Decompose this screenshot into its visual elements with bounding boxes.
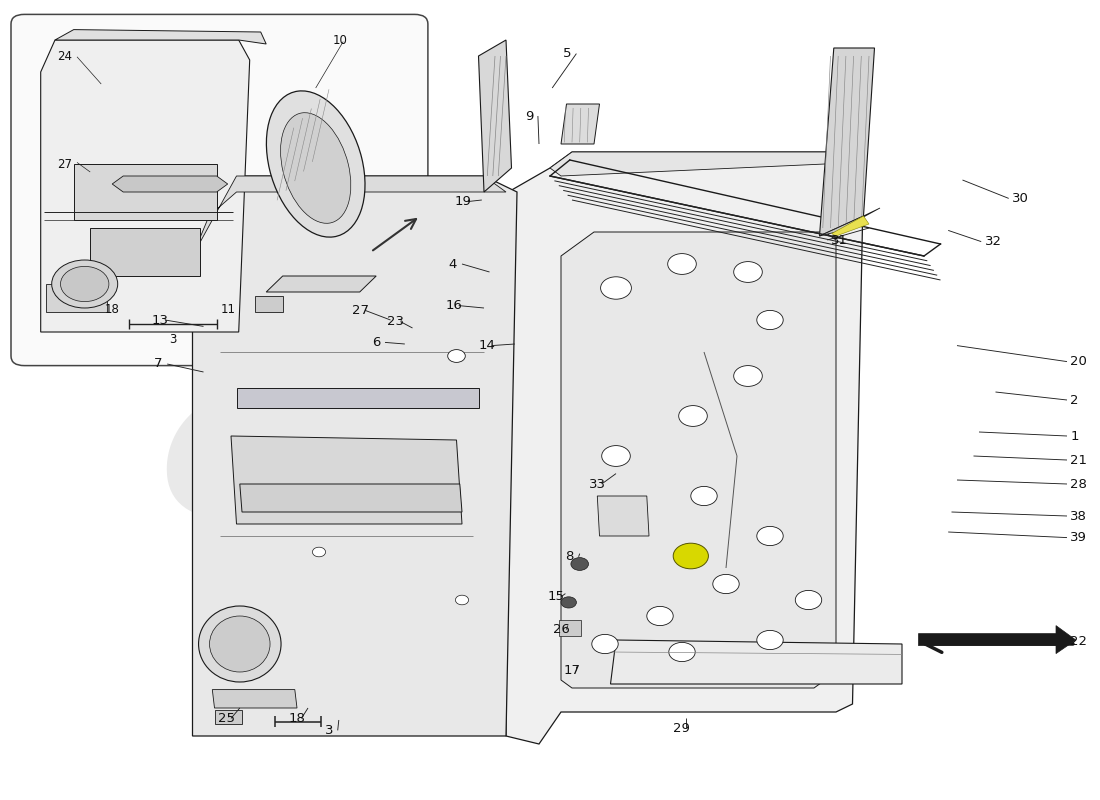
Polygon shape (212, 690, 297, 708)
Polygon shape (610, 640, 902, 684)
Polygon shape (506, 152, 864, 744)
Text: 19: 19 (454, 195, 471, 208)
Text: 3: 3 (324, 724, 333, 737)
Text: 2: 2 (1070, 394, 1079, 406)
Polygon shape (192, 176, 517, 736)
Polygon shape (561, 232, 836, 688)
Circle shape (592, 634, 618, 654)
Text: 26: 26 (553, 623, 570, 636)
Polygon shape (41, 40, 250, 332)
Polygon shape (112, 176, 228, 192)
Text: 18: 18 (288, 712, 305, 725)
Ellipse shape (280, 113, 351, 223)
Circle shape (713, 574, 739, 594)
Text: 15: 15 (548, 590, 564, 603)
Circle shape (795, 590, 822, 610)
Text: 4: 4 (449, 258, 458, 270)
FancyBboxPatch shape (11, 14, 428, 366)
Polygon shape (820, 48, 874, 236)
Text: 24: 24 (57, 50, 73, 62)
Ellipse shape (209, 616, 271, 672)
Polygon shape (46, 284, 107, 312)
Circle shape (669, 642, 695, 662)
FancyBboxPatch shape (214, 710, 242, 724)
Circle shape (571, 558, 588, 570)
Text: 11: 11 (220, 303, 235, 316)
Circle shape (601, 277, 631, 299)
Polygon shape (832, 216, 869, 236)
Text: 10: 10 (332, 34, 348, 46)
Text: 27: 27 (57, 158, 73, 170)
Text: 28: 28 (1070, 478, 1087, 490)
Text: 38: 38 (1070, 510, 1087, 522)
Circle shape (734, 262, 762, 282)
Text: 7: 7 (154, 358, 163, 370)
Circle shape (757, 310, 783, 330)
Polygon shape (192, 176, 506, 256)
Text: 16: 16 (446, 299, 462, 312)
Polygon shape (820, 208, 880, 236)
Polygon shape (90, 228, 200, 276)
Text: 6: 6 (372, 336, 381, 349)
Circle shape (757, 630, 783, 650)
Polygon shape (266, 276, 376, 292)
Circle shape (602, 446, 630, 466)
Circle shape (691, 486, 717, 506)
Polygon shape (55, 30, 266, 44)
Text: 29: 29 (673, 722, 690, 734)
Text: 13: 13 (152, 314, 168, 326)
Polygon shape (559, 620, 581, 636)
Circle shape (679, 406, 707, 426)
Circle shape (455, 595, 469, 605)
Text: 1985: 1985 (572, 543, 704, 609)
Ellipse shape (198, 606, 282, 682)
Circle shape (312, 547, 326, 557)
Circle shape (673, 543, 708, 569)
Circle shape (448, 350, 465, 362)
Polygon shape (550, 152, 847, 176)
Text: 18: 18 (104, 303, 120, 316)
Text: 27: 27 (352, 304, 368, 317)
Text: 30: 30 (1012, 192, 1028, 205)
Text: 5: 5 (563, 47, 572, 60)
Text: 31: 31 (830, 234, 847, 246)
Circle shape (647, 606, 673, 626)
Polygon shape (255, 296, 283, 312)
Text: 8: 8 (565, 550, 574, 563)
Circle shape (52, 260, 118, 308)
Text: 25: 25 (218, 712, 234, 725)
Polygon shape (231, 436, 462, 524)
Text: eu: eu (158, 351, 458, 561)
Text: 21: 21 (1070, 454, 1087, 466)
Text: 14: 14 (478, 339, 495, 352)
Text: 20: 20 (1070, 355, 1087, 368)
Polygon shape (597, 496, 649, 536)
Text: 1: 1 (1070, 430, 1079, 442)
Circle shape (668, 254, 696, 274)
Text: 32: 32 (984, 235, 1001, 248)
Text: 3: 3 (169, 334, 176, 346)
Text: 39: 39 (1070, 531, 1087, 544)
Polygon shape (74, 164, 217, 220)
Ellipse shape (266, 91, 365, 237)
Text: 9: 9 (525, 110, 533, 122)
Polygon shape (236, 388, 478, 408)
Polygon shape (478, 40, 512, 192)
Polygon shape (561, 104, 600, 144)
Circle shape (734, 366, 762, 386)
Text: 23: 23 (387, 315, 404, 328)
Text: a passion for parts: a passion for parts (255, 590, 405, 626)
Circle shape (60, 266, 109, 302)
Circle shape (561, 597, 576, 608)
Text: 17: 17 (563, 664, 580, 677)
Circle shape (757, 526, 783, 546)
Polygon shape (240, 484, 462, 512)
Polygon shape (918, 626, 1076, 654)
Text: 22: 22 (1070, 635, 1087, 648)
Text: 33: 33 (588, 478, 605, 490)
